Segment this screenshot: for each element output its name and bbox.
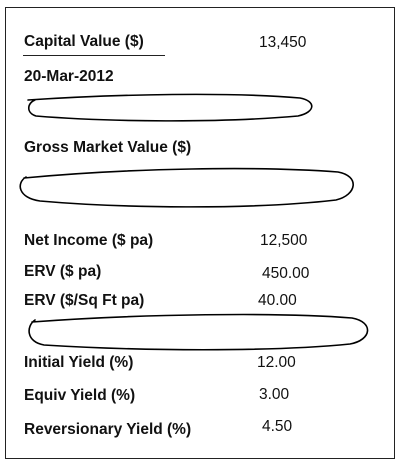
equiv-yield-value: 3.00	[259, 386, 290, 403]
initial-yield-label: Initial Yield (%)	[24, 354, 134, 371]
net-income-label: Net Income ($ pa)	[24, 232, 154, 249]
erv-pa-value: 450.00	[262, 265, 310, 282]
erv-sqft-value: 40.00	[258, 292, 297, 309]
initial-yield-value: 12.00	[257, 354, 296, 371]
capital-value-underline	[23, 55, 165, 56]
summary-panel	[5, 7, 395, 459]
net-income-value: 12,500	[260, 232, 308, 249]
capital-value: 13,450	[259, 34, 307, 51]
valuation-date: 20-Mar-2012	[24, 68, 114, 85]
erv-pa-label: ERV ($ pa)	[24, 263, 102, 280]
reversionary-yield-value: 4.50	[262, 418, 293, 435]
capital-value-label: Capital Value ($)	[24, 33, 144, 50]
equiv-yield-label: Equiv Yield (%)	[24, 387, 136, 404]
gross-market-value-label: Gross Market Value ($)	[24, 139, 192, 156]
reversionary-yield-label: Reversionary Yield (%)	[24, 421, 192, 438]
erv-sqft-label: ERV ($/Sq Ft pa)	[24, 292, 145, 309]
